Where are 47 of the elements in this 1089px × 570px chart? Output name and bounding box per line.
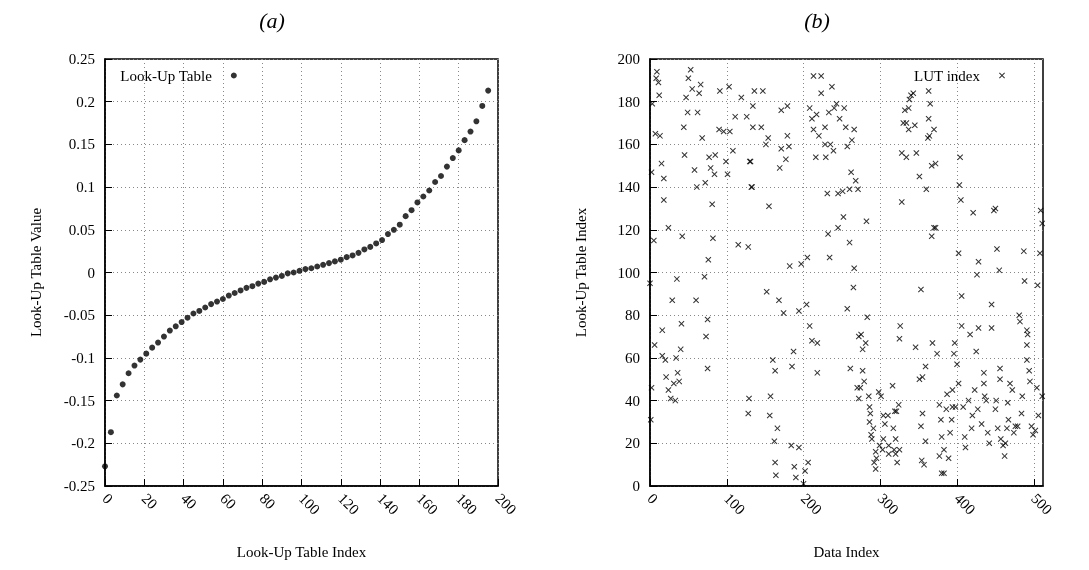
y-tick-label: -0.05 [63, 307, 95, 324]
y-axis-title: Look-Up Table Value [27, 207, 44, 338]
x-tick-label: 0 [99, 490, 116, 507]
y-tick-label: 80 [625, 307, 640, 324]
y-tick-label: -0.1 [71, 349, 95, 366]
y-tick-label: 20 [625, 435, 640, 452]
x-tick-label: 200 [797, 490, 826, 518]
x-axis-title: Look-Up Table Index [236, 543, 367, 560]
x-tick-label: 400 [951, 490, 979, 518]
x-tick-label: 80 [256, 490, 279, 513]
y-tick-label: 120 [617, 221, 640, 238]
chart-title: (b) [804, 7, 830, 33]
x-tick-label: 160 [413, 490, 441, 518]
legend-label: Look-Up Table [120, 67, 213, 84]
y-tick-label: -0.15 [63, 392, 95, 409]
y-axis-title: Look-Up Table Index [572, 207, 589, 338]
legend-label: LUT index [914, 67, 981, 84]
y-tick-label: 140 [617, 179, 640, 196]
chart-title: (a) [259, 7, 285, 33]
x-tick-label: 120 [335, 490, 363, 518]
y-tick-label: -0.25 [63, 478, 95, 494]
x-tick-label: 500 [1028, 490, 1056, 518]
x-tick-label: 40 [177, 490, 200, 513]
y-tick-label: 0.1 [76, 179, 95, 196]
x-axis-title: Data Index [813, 543, 881, 560]
y-tick-label: 100 [617, 264, 640, 281]
y-tick-label: 200 [617, 51, 640, 67]
y-tick-label: 0.05 [68, 221, 95, 238]
x-tick-label: 60 [217, 490, 240, 513]
y-tick-label: 0.2 [76, 93, 95, 110]
x-tick-label: 0 [644, 490, 661, 507]
x-tick-label: 20 [138, 490, 161, 513]
x-tick-label: 180 [453, 490, 481, 518]
y-tick-label: -0.2 [71, 435, 95, 452]
y-tick-label: 0 [87, 264, 95, 281]
y-tick-label: 40 [625, 392, 640, 409]
x-tick-label: 100 [721, 490, 749, 518]
x-tick-label: 200 [492, 490, 520, 518]
y-tick-label: 180 [617, 93, 640, 110]
x-tick-label: 140 [374, 490, 402, 518]
y-tick-label: 60 [625, 349, 640, 366]
y-tick-label: 160 [617, 136, 640, 153]
y-tick-label: 0 [632, 478, 640, 494]
y-tick-label: 0.15 [68, 136, 95, 153]
x-tick-label: 100 [295, 490, 324, 518]
y-tick-label: 0.25 [68, 51, 95, 67]
x-tick-label: 300 [874, 490, 902, 518]
